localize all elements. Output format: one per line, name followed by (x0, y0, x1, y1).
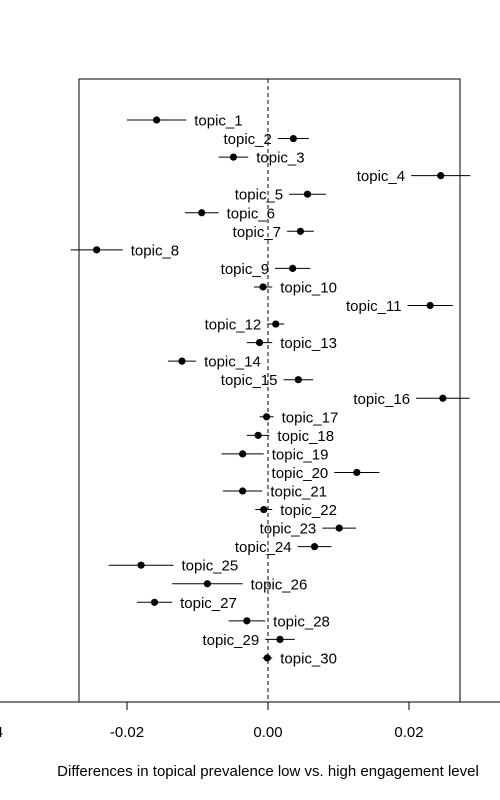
estimate-row: topic_15 (221, 372, 313, 389)
estimate-row: topic_5 (235, 187, 326, 204)
estimate-row: topic_26 (172, 576, 307, 593)
x-tick-label: 0.00 (253, 724, 282, 741)
topic-label: topic_30 (280, 650, 337, 667)
x-tick-label: -0.04 (0, 724, 3, 741)
point-estimate (243, 617, 250, 624)
estimate-row: topic_28 (229, 613, 330, 630)
estimate-row: topic_4 (357, 168, 471, 185)
topic-label: topic_10 (280, 279, 337, 296)
estimate-row: topic_13 (247, 335, 337, 352)
point-estimate (290, 135, 297, 142)
topic-label: topic_24 (235, 539, 292, 556)
estimate-row: topic_17 (260, 409, 339, 426)
point-estimate (198, 209, 205, 216)
point-estimate (178, 358, 185, 365)
point-estimate (295, 376, 302, 383)
topic-label: topic_21 (270, 484, 327, 501)
topic-label: topic_12 (205, 317, 262, 334)
point-estimate (260, 506, 267, 513)
point-estimate (93, 246, 100, 253)
point-estimate (230, 154, 237, 161)
topic-label: topic_3 (256, 150, 304, 167)
topic-label: topic_8 (131, 242, 179, 259)
estimate-row: topic_18 (247, 428, 334, 445)
topic-label: topic_27 (180, 595, 237, 612)
estimate-row: topic_11 (346, 298, 453, 315)
x-axis: -0.04-0.020.000.020.04 (0, 702, 500, 741)
topic-label: topic_26 (251, 576, 308, 593)
point-estimate (204, 580, 211, 587)
estimate-row: topic_12 (205, 317, 285, 334)
point-estimate (297, 228, 304, 235)
topic-label: topic_29 (202, 632, 259, 649)
topic-label: topic_9 (221, 261, 269, 278)
topic-label: topic_28 (273, 613, 330, 630)
topic-label: topic_1 (194, 113, 242, 130)
point-estimate (153, 116, 160, 123)
estimate-row: topic_19 (221, 446, 328, 463)
topic-label: topic_19 (272, 446, 329, 463)
topic-label: topic_22 (280, 502, 337, 519)
estimate-row: topic_7 (233, 224, 314, 241)
topic-label: topic_18 (277, 428, 334, 445)
topic-label: topic_15 (221, 372, 278, 389)
estimate-row: topic_29 (202, 632, 294, 649)
topic-label: topic_14 (204, 354, 261, 371)
estimate-row: topic_3 (219, 150, 305, 167)
estimate-row: topic_8 (71, 242, 180, 259)
point-estimate (272, 320, 279, 327)
estimate-row: topic_9 (221, 261, 311, 278)
estimate-row: topic_16 (353, 391, 469, 408)
topic-label: topic_23 (260, 521, 317, 538)
estimate-row: topic_21 (223, 484, 327, 501)
topic-label: topic_4 (357, 168, 405, 185)
estimates-group: topic_1topic_2topic_3topic_4topic_5topic… (71, 113, 471, 668)
topic-label: topic_25 (182, 558, 239, 575)
topic-label: topic_6 (227, 205, 275, 222)
point-estimate (263, 413, 270, 420)
x-axis-label: Differences in topical prevalence low vs… (57, 763, 479, 780)
point-estimate (427, 302, 434, 309)
point-estimate (353, 469, 360, 476)
point-estimate (239, 450, 246, 457)
point-estimate (256, 339, 263, 346)
topic-label: topic_11 (346, 298, 402, 315)
estimate-row: topic_6 (185, 205, 275, 222)
point-estimate (336, 525, 343, 532)
point-estimate (255, 432, 262, 439)
point-estimate (311, 543, 318, 550)
estimate-row: topic_2 (223, 131, 308, 148)
point-estimate (239, 487, 246, 494)
topic-label: topic_2 (223, 131, 271, 148)
topic-label: topic_20 (272, 465, 329, 482)
topic-label: topic_17 (282, 409, 339, 426)
estimate-row: topic_24 (235, 539, 332, 556)
point-estimate (289, 265, 296, 272)
estimate-row: topic_10 (254, 279, 337, 296)
estimate-row: topic_14 (168, 354, 261, 371)
point-estimate (276, 636, 283, 643)
x-tick-label: -0.02 (110, 724, 144, 741)
point-estimate (304, 191, 311, 198)
topic-label: topic_5 (235, 187, 283, 204)
point-estimate (138, 562, 145, 569)
estimate-row: topic_30 (262, 650, 337, 667)
topic-label: topic_7 (233, 224, 281, 241)
estimate-row: topic_1 (127, 113, 243, 130)
point-estimate (151, 599, 158, 606)
point-estimate (259, 283, 266, 290)
topic-label: topic_13 (280, 335, 337, 352)
point-estimate (439, 395, 446, 402)
topic-label: topic_16 (353, 391, 410, 408)
point-estimate (437, 172, 444, 179)
estimate-row: topic_27 (137, 595, 237, 612)
point-estimate (264, 654, 271, 661)
x-tick-label: 0.02 (394, 724, 423, 741)
estimate-row: topic_25 (109, 558, 239, 575)
estimate-row: topic_23 (260, 521, 357, 538)
estimate-row: topic_20 (272, 465, 380, 482)
